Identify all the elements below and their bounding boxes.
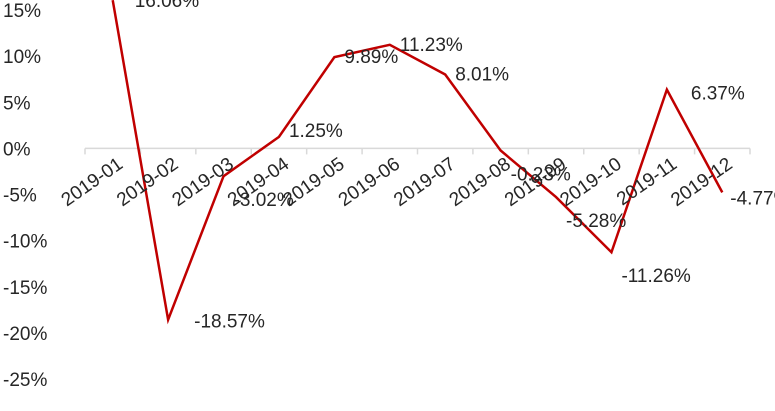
series-line-group bbox=[111, 0, 724, 325]
data-label: -0.23% bbox=[511, 164, 571, 185]
data-label: -5.28% bbox=[566, 211, 626, 232]
x-tick-label: 2019-08 bbox=[446, 154, 515, 211]
x-tick-label: 2019-01 bbox=[58, 154, 127, 211]
x-axis-tick-labels: 2019-012019-022019-032019-042019-052019-… bbox=[58, 154, 737, 211]
y-tick-label: 15% bbox=[3, 1, 41, 22]
data-label: -4.77% bbox=[730, 188, 775, 209]
y-tick-label: 10% bbox=[3, 47, 41, 68]
data-label: 6.37% bbox=[691, 84, 745, 105]
data-label: 16.06% bbox=[135, 0, 200, 12]
data-label: 9.89% bbox=[344, 47, 398, 68]
y-tick-label: 5% bbox=[3, 93, 31, 114]
x-axis bbox=[84, 147, 751, 155]
y-axis-tick-labels: 15% 10% 5% 0% -5% -10% -15% -20% -25% bbox=[3, 1, 47, 391]
data-labels: 16.06% -18.57% -3.02% 1.25% 9.89%11.23% 8.01%… bbox=[135, 0, 775, 333]
x-tick-label: 2019-07 bbox=[390, 154, 459, 211]
y-tick-label: -20% bbox=[3, 324, 47, 345]
x-tick-label: 2019-03 bbox=[169, 154, 238, 211]
data-label: 11.23% bbox=[400, 35, 463, 56]
data-label: -11.26% bbox=[621, 266, 690, 287]
data-label: 1.25% bbox=[289, 121, 343, 142]
x-tick-label: 2019-05 bbox=[279, 154, 348, 211]
x-tick-label: 2019-12 bbox=[667, 154, 736, 211]
y-tick-label: 0% bbox=[3, 139, 31, 160]
y-tick-label: -25% bbox=[3, 370, 47, 391]
series-line bbox=[111, 0, 724, 325]
data-label: 8.01% bbox=[455, 64, 509, 85]
x-tick-label: 2019-06 bbox=[335, 154, 404, 211]
y-tick-label: -15% bbox=[3, 278, 47, 299]
y-tick-label: -5% bbox=[3, 186, 37, 207]
x-tick-label: 2019-11 bbox=[613, 154, 681, 210]
y-tick-label: -10% bbox=[3, 232, 47, 253]
data-label: -18.57% bbox=[194, 312, 265, 333]
data-label: -3.02% bbox=[234, 190, 294, 211]
